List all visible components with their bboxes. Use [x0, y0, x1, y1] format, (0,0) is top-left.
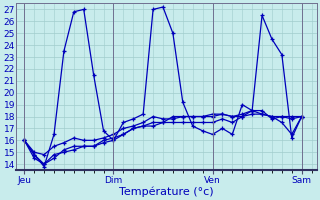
X-axis label: Température (°c): Température (°c) — [119, 186, 214, 197]
